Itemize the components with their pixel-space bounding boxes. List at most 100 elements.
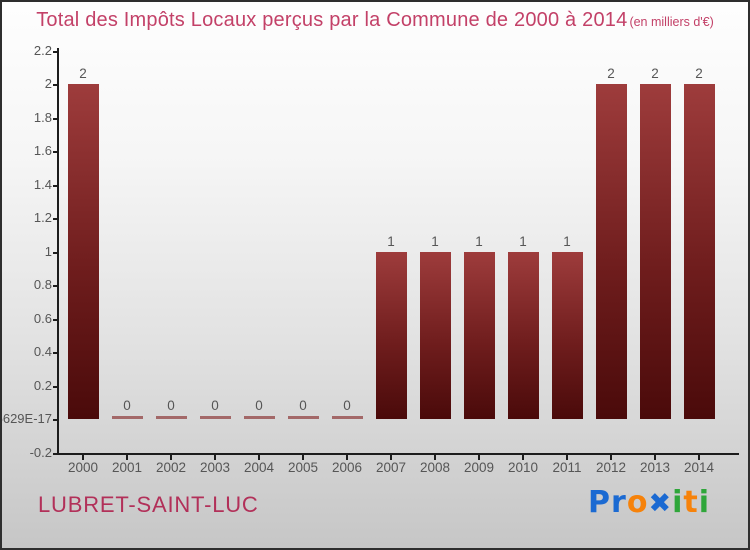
x-axis-tick [390, 454, 392, 460]
commune-name: LUBRET-SAINT-LUC [38, 492, 259, 517]
y-axis-tick [53, 251, 58, 254]
bar-value-label: 2 [607, 66, 615, 81]
x-axis-tick [654, 454, 656, 460]
logo-letter: i [698, 485, 710, 520]
bar-value-label: 2 [79, 66, 87, 81]
x-axis-line [57, 452, 739, 455]
y-axis-tick [53, 84, 58, 86]
y-axis-tick [53, 151, 58, 153]
chart-title-row: Total des Impôts Locaux perçus par la Co… [2, 9, 748, 32]
bar-value-label: 0 [343, 398, 351, 413]
bar-2000 [67, 84, 99, 419]
y-axis-tick [53, 50, 58, 53]
x-axis-tick [566, 454, 568, 460]
x-axis-label: 2011 [552, 459, 582, 475]
x-axis-tick [346, 454, 348, 460]
x-axis-tick [522, 454, 524, 460]
x-axis-label: 2000 [67, 459, 99, 475]
x-axis-label: 2013 [639, 459, 671, 475]
bar-2005 [287, 416, 319, 419]
logo-x-icon: ✖ [648, 488, 673, 519]
logo-letter: o [626, 485, 649, 520]
y-axis-tick [53, 318, 58, 321]
bar-2002 [155, 416, 187, 419]
bar-value-label: 0 [211, 398, 219, 413]
x-axis-tick [302, 454, 304, 460]
bar-2014 [683, 84, 715, 419]
y-axis-tick [53, 385, 58, 388]
bar-2007 [375, 251, 407, 419]
y-axis-tick-label: 0.4 [33, 344, 52, 359]
bar-value-label: 1 [387, 233, 395, 249]
x-axis-tick [82, 454, 84, 460]
x-axis-label: 2014 [683, 459, 715, 475]
logo-letter: r [611, 485, 627, 520]
y-axis-tick [53, 352, 58, 354]
proxiti-logo[interactable]: Pro✖iti [588, 485, 710, 520]
bar-value-label: 0 [123, 398, 131, 413]
y-axis-tick-label: 1.4 [33, 176, 52, 192]
logo-letter: i [672, 485, 684, 520]
bar-value-label: 2 [651, 66, 659, 81]
x-axis-label: 2006 [331, 459, 363, 475]
chart-title-unit: (en milliers d'€) [629, 15, 714, 29]
bar-2013 [639, 84, 671, 419]
x-axis-label: 2010 [507, 459, 539, 475]
y-axis-tick-label: 1 [44, 243, 52, 259]
bar-2003 [199, 416, 231, 419]
x-axis-label: 2003 [199, 459, 231, 475]
x-axis-label: 2001 [111, 459, 143, 475]
x-axis-label: 2008 [419, 459, 451, 475]
logo-letter: t [683, 485, 699, 520]
x-axis-tick [434, 454, 436, 460]
x-axis-tick [478, 454, 480, 460]
x-axis-tick [258, 454, 260, 460]
y-axis-tick [53, 184, 58, 187]
y-axis-tick-label: 2 [44, 76, 52, 91]
y-axis-tick-label: 2.2 [33, 42, 52, 58]
y-axis-tick [53, 285, 58, 287]
bar-2004 [243, 416, 275, 419]
bar-value-label: 0 [299, 398, 307, 413]
bar-2008 [419, 251, 451, 419]
bar-value-label: 1 [563, 233, 571, 249]
y-axis-tick [53, 218, 58, 220]
x-axis-tick [698, 454, 700, 460]
y-axis-tick-label: 0.6 [33, 310, 52, 326]
x-axis-label: 2004 [243, 459, 275, 475]
bar-value-label: 1 [475, 233, 483, 249]
y-axis-tick [53, 419, 58, 421]
bar-2006 [331, 416, 363, 419]
y-axis-line [57, 48, 59, 455]
bar-value-label: 0 [167, 398, 175, 413]
x-axis-label: 2005 [287, 459, 319, 475]
bar-2012 [595, 84, 627, 419]
y-axis-tick-label: 0.8 [33, 277, 52, 292]
bar-2009 [463, 251, 495, 419]
x-axis-tick [214, 454, 216, 460]
chart-title: Total des Impôts Locaux perçus par la Co… [36, 9, 628, 31]
y-axis-tick-label: 1.2 [33, 210, 52, 225]
bar-value-label: 2 [695, 66, 703, 81]
x-axis-label: 2012 [595, 459, 627, 475]
x-axis-label: 2007 [375, 459, 407, 475]
x-axis-tick [126, 454, 128, 460]
bar-value-label: 0 [255, 398, 263, 413]
bar-value-label: 1 [519, 233, 527, 249]
y-axis-tick-label: 1.6 [33, 143, 52, 158]
x-axis-tick [170, 454, 172, 460]
x-axis-label: 2002 [155, 459, 187, 475]
y-axis-tick [53, 452, 58, 455]
bar-value-label: 1 [431, 233, 439, 249]
x-axis-tick [610, 454, 612, 460]
bar-2011 [551, 251, 583, 419]
y-axis-tick-label: -3.15629E-17 [2, 411, 52, 426]
y-axis-tick-label: 1.8 [33, 109, 52, 125]
logo-letter: P [588, 485, 612, 520]
bar-2010 [507, 251, 539, 419]
y-axis-tick-label: -0.2 [29, 444, 52, 460]
y-axis-tick-label: 0.2 [33, 377, 52, 393]
y-axis-tick [53, 117, 58, 120]
